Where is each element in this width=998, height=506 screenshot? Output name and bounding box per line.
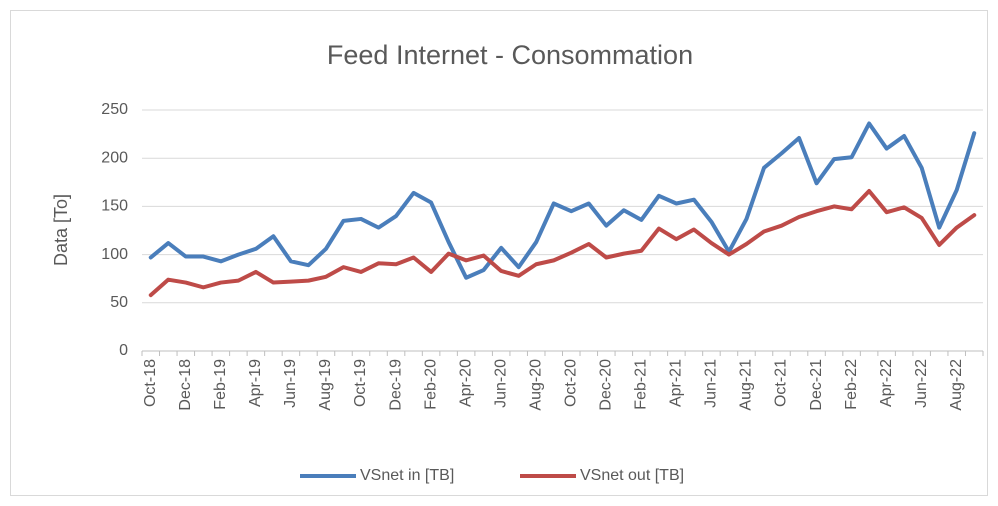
x-tick-label: Dec-21 [808,359,825,411]
series-line [148,121,977,280]
x-tick-label: Dec-20 [598,359,615,411]
x-tick-label: Jun-20 [492,359,509,408]
x-tick-label: Dec-18 [177,359,194,411]
x-tick-label: Feb-22 [843,359,860,410]
x-tick-label: Oct-21 [773,359,790,407]
x-tick-label: Jun-22 [913,359,930,408]
x-tick-label: Oct-20 [562,359,579,407]
chart-title: Feed Internet - Consommation [327,40,693,70]
x-tick-label: Aug-22 [948,359,965,411]
x-tick-label: Apr-19 [247,359,264,407]
x-tick-label: Apr-21 [668,359,685,407]
x-tick-label: Apr-22 [878,359,895,407]
x-tick-label: Feb-19 [212,359,229,410]
x-tick-label: Feb-20 [422,359,439,410]
legend-label: VSnet out [TB] [580,467,684,484]
x-tick-label: Aug-19 [317,359,334,411]
x-tick-label: Apr-20 [457,359,474,407]
y-tick-label: 150 [101,198,128,215]
x-tick-label: Jun-19 [282,359,299,408]
y-tick-label: 250 [101,101,128,118]
y-tick-label: 100 [101,246,128,263]
x-tick-label: Aug-21 [738,359,755,411]
x-tick-label: Oct-19 [352,359,369,407]
y-tick-label: 50 [110,294,128,311]
x-tick-label: Oct-18 [142,359,159,407]
legend-label: VSnet in [TB] [360,467,454,484]
x-tick-label: Jun-21 [703,359,720,408]
y-tick-label: 200 [101,149,128,166]
y-tick-label: 0 [119,342,128,359]
series-line [148,188,977,298]
x-tick-label: Aug-20 [527,359,544,411]
x-tick-label: Feb-21 [633,359,650,410]
x-tick-label: Dec-19 [387,359,404,411]
y-axis-label: Data [To] [51,194,71,266]
